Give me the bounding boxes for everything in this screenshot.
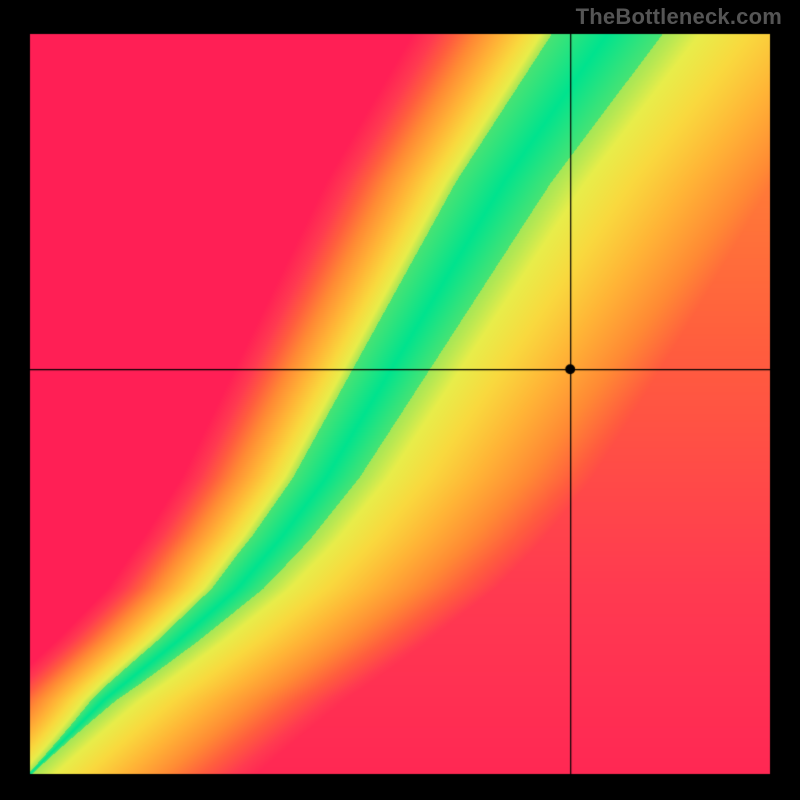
figure-container: TheBottleneck.com (0, 0, 800, 800)
watermark-text: TheBottleneck.com (576, 4, 782, 30)
heatmap-canvas (0, 0, 800, 800)
